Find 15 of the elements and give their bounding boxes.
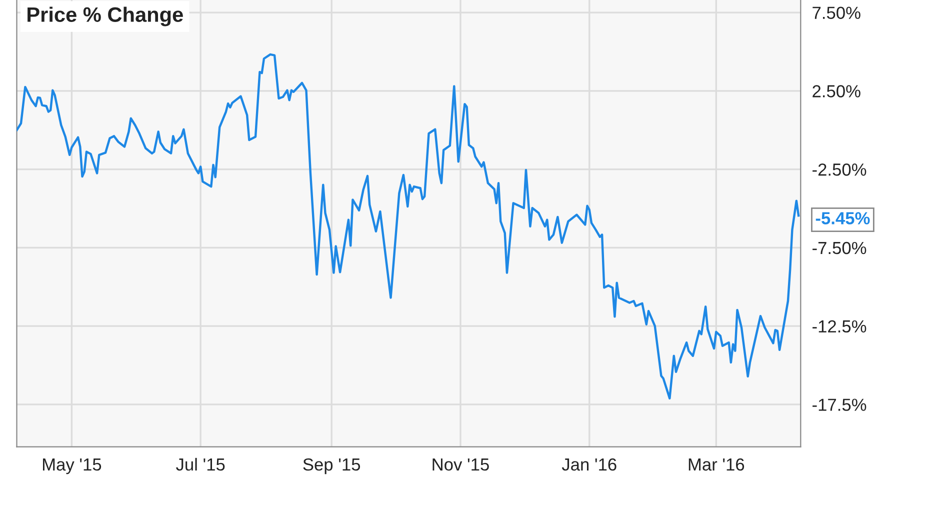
- annotation: -5.45%: [816, 212, 870, 224]
- x-tick-label: Sep '15: [303, 458, 360, 474]
- x-tick-label: May '15: [42, 458, 102, 474]
- x-tick-label: Jan '16: [562, 458, 616, 471]
- y-tick-label: 2.50%: [812, 85, 860, 98]
- x-tick-label: Mar '16: [688, 458, 744, 471]
- y-tick-label: -12.5%: [812, 320, 866, 333]
- chart-title: Price % Change: [28, 6, 183, 26]
- y-tick-label: -2.50%: [812, 163, 866, 176]
- x-tick-label: Jul '15: [176, 458, 225, 471]
- y-tick-label: -7.50%: [812, 242, 866, 254]
- y-tick-label: 7.50%: [812, 6, 860, 20]
- line-series: [16, 53, 800, 400]
- y-tick-label: -17.5%: [812, 398, 866, 411]
- x-tick-label: Nov '15: [432, 458, 489, 471]
